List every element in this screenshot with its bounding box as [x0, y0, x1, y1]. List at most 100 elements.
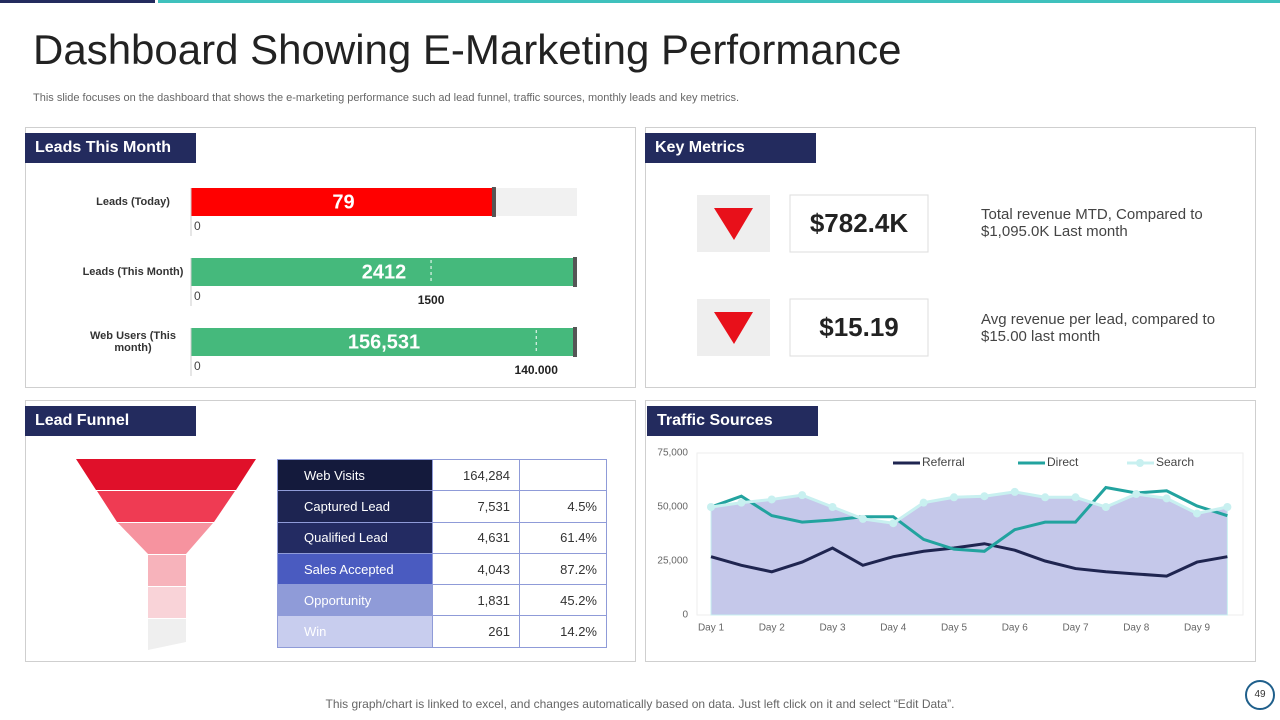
funnel	[76, 459, 256, 650]
down-arrow	[714, 312, 753, 344]
point	[1223, 503, 1232, 511]
table-row: Qualified Lead 4,631 61.4%	[277, 521, 607, 554]
point	[980, 492, 989, 501]
table-cell: 261	[432, 615, 520, 648]
top-bar-navy	[0, 0, 155, 3]
bar-value: 156,531	[348, 331, 420, 353]
panel	[645, 400, 1256, 662]
metric-value: $15.19	[819, 312, 899, 342]
point	[858, 514, 867, 523]
table-row: Captured Lead 7,531 4.5%	[277, 490, 607, 523]
point	[737, 498, 746, 507]
down-arrow	[714, 208, 753, 240]
funnel-layer	[148, 555, 186, 586]
legend-marker	[1136, 459, 1144, 467]
point	[1193, 509, 1201, 518]
table-cell: 4,631	[432, 521, 520, 554]
table-cell: 45.2%	[519, 584, 607, 617]
point	[707, 503, 715, 511]
point	[1010, 487, 1019, 496]
metric-card	[789, 298, 929, 357]
target-label: 140.000	[515, 363, 559, 377]
point	[919, 498, 928, 507]
point	[1162, 494, 1171, 503]
top-bar-teal	[158, 0, 1280, 3]
bar-end	[573, 327, 577, 357]
section-heading: Lead Funnel	[25, 406, 196, 436]
target-label: 1500	[418, 293, 445, 307]
line	[710, 542, 1228, 578]
table-row: Web Visits 164,284	[277, 458, 607, 492]
bar-label: Leads (This Month)	[82, 266, 184, 278]
point	[828, 503, 837, 511]
x-tick-label: Day 4	[880, 623, 907, 634]
point	[1041, 493, 1050, 502]
point	[889, 519, 898, 528]
bar-end	[491, 187, 496, 217]
point	[1132, 490, 1141, 499]
x-tick-label: 0	[194, 219, 201, 233]
panel	[25, 400, 636, 662]
subtitle: This slide focuses on the dashboard that…	[33, 92, 739, 104]
page-number: 49	[1245, 680, 1275, 710]
bar	[191, 258, 577, 286]
line	[710, 485, 1228, 553]
bar-value: 79	[332, 191, 354, 213]
x-tick-label: Day 9	[1184, 623, 1211, 634]
table-cell	[519, 458, 607, 492]
panel	[645, 127, 1256, 388]
funnel-layer	[148, 587, 186, 618]
y-tick-label: 25,000	[657, 556, 688, 567]
x-tick-label: Day 1	[698, 623, 725, 634]
x-tick-label: Day 6	[1002, 623, 1029, 634]
table-cell: 87.2%	[519, 552, 607, 586]
metric-value: $782.4K	[809, 208, 909, 238]
x-tick-label: 0	[194, 359, 201, 373]
funnel-layer	[76, 459, 256, 490]
x-tick-label: Day 8	[1123, 623, 1150, 634]
section-heading: Key Metrics	[645, 133, 816, 163]
line	[710, 490, 1228, 525]
table-cell: Sales Accepted	[277, 552, 433, 586]
legend-label: Referral	[922, 455, 965, 469]
x-tick-label: Day 7	[1062, 623, 1089, 634]
bar-label: Web Users (This month)	[90, 330, 176, 354]
y-tick-label: 0	[682, 610, 688, 621]
table-row: Win 261 14.2%	[277, 615, 607, 648]
table-cell: 164,284	[432, 458, 520, 492]
bar	[191, 328, 577, 356]
table-cell: Captured Lead	[277, 490, 433, 523]
footer: This graph/chart is linked to excel, and…	[325, 697, 955, 711]
metric-icons	[697, 194, 929, 357]
metric-card	[789, 194, 929, 253]
table-cell: 14.2%	[519, 615, 607, 648]
bar-end	[573, 257, 577, 287]
bar-label: Leads (Today)	[96, 196, 170, 208]
table-cell: 4,043	[432, 552, 520, 586]
funnel-layer	[97, 491, 235, 522]
table-cell: Web Visits	[277, 458, 433, 492]
legend-label: Direct	[1047, 455, 1079, 469]
table-cell: 7,531	[432, 490, 520, 523]
x-tick-label: Day 2	[759, 623, 786, 634]
table-row: Sales Accepted 4,043 87.2%	[277, 552, 607, 586]
panel	[25, 127, 636, 388]
area	[710, 491, 1228, 616]
point	[1071, 493, 1080, 502]
funnel-layer	[118, 523, 213, 554]
table-cell: Qualified Lead	[277, 521, 433, 554]
table-row: Opportunity 1,831 45.2%	[277, 584, 607, 617]
point	[950, 493, 958, 502]
legend-label: Search	[1156, 455, 1194, 469]
x-tick-label: Day 3	[819, 623, 846, 634]
section-heading: Leads This Month	[25, 133, 196, 163]
table-cell: 61.4%	[519, 521, 607, 554]
bar-value: 2412	[362, 261, 407, 283]
title: Dashboard Showing E-Marketing Performanc…	[33, 26, 902, 73]
table-cell: Opportunity	[277, 584, 433, 617]
point	[767, 495, 776, 504]
metric-description: Total revenue MTD, Compared to $1,095.0K…	[981, 206, 1203, 240]
point	[1101, 503, 1110, 511]
